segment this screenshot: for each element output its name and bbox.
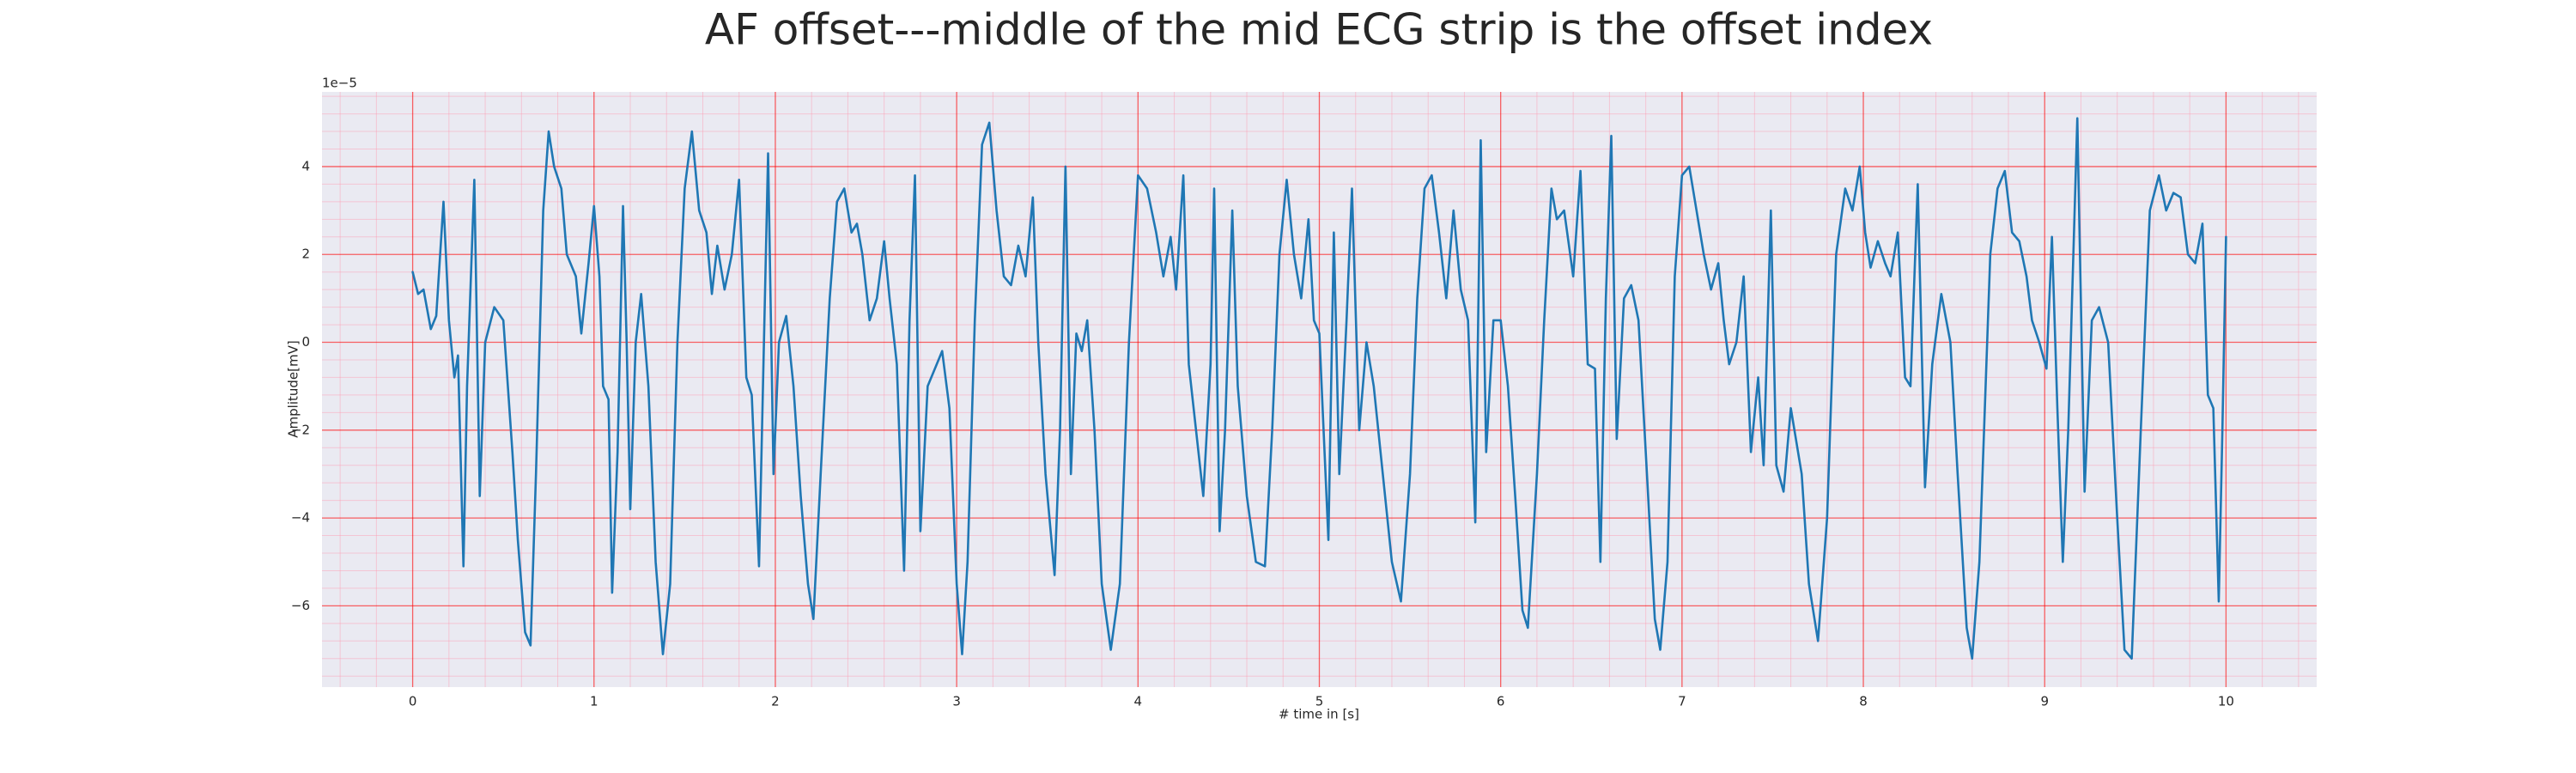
chart-title: AF offset---middle of the mid ECG strip … [705, 5, 1933, 55]
y-tick-label: 0 [301, 334, 310, 350]
x-tick-label: 3 [952, 694, 961, 709]
x-tick-label: 9 [2040, 694, 2049, 709]
y-tick-label: −6 [291, 598, 310, 613]
x-tick-label: 6 [1497, 694, 1505, 709]
x-axis-label: # time in [s] [1279, 707, 1359, 722]
x-tick-label: 4 [1134, 694, 1143, 709]
x-tick-label: 7 [1678, 694, 1686, 709]
x-tick-label: 5 [1315, 694, 1324, 709]
x-tick-label: 10 [2218, 694, 2234, 709]
y-tick-label: 4 [301, 158, 310, 173]
plot-area [322, 92, 2317, 687]
x-tick-label: 0 [409, 694, 417, 709]
y-tick-label: −4 [291, 510, 310, 526]
y-tick-label: −2 [291, 422, 310, 437]
x-tick-label: 2 [771, 694, 780, 709]
y-offset-label: 1e−5 [322, 76, 357, 91]
y-axis-label: Amplitude[mV] [286, 340, 301, 437]
x-tick-label: 8 [1859, 694, 1868, 709]
x-tick-label: 1 [590, 694, 598, 709]
ecg-line [411, 117, 2227, 660]
y-tick-label: 2 [301, 247, 310, 262]
